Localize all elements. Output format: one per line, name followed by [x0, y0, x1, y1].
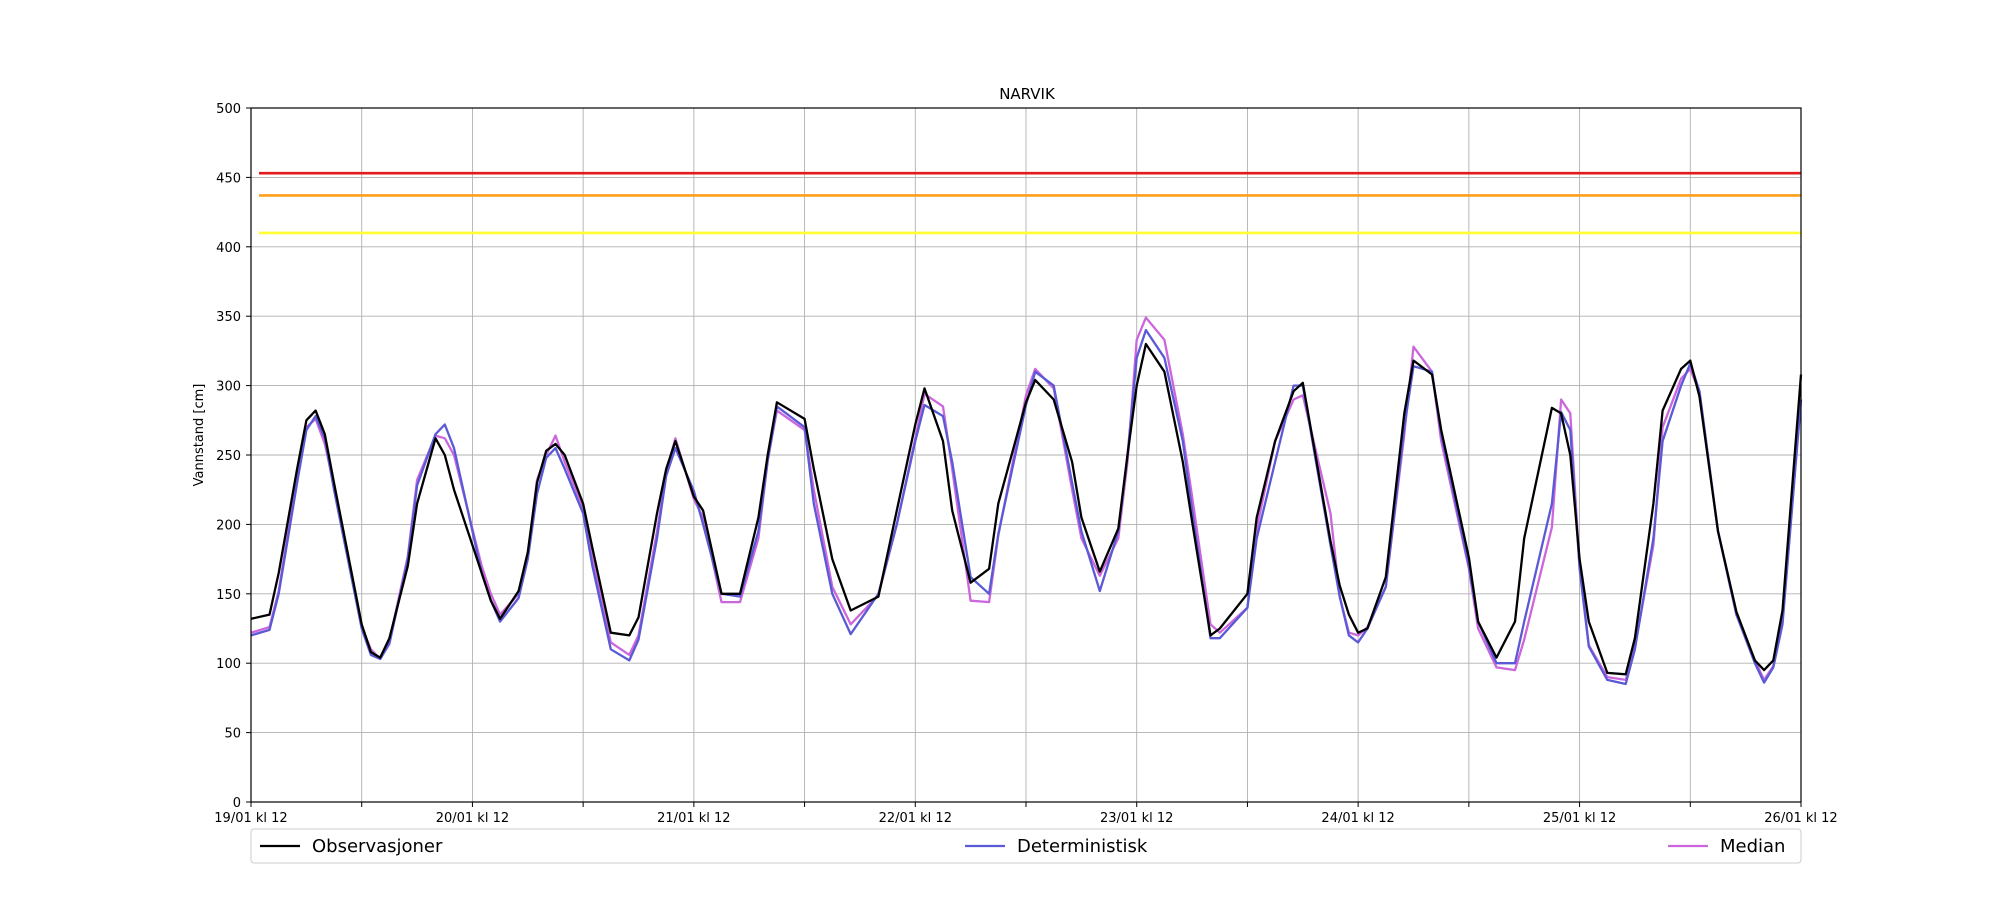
legend-label: Deterministisk	[1017, 836, 1148, 857]
x-tick-label: 26/01 kl 12	[1764, 811, 1837, 826]
legend-label: Observasjoner	[312, 836, 443, 857]
y-tick-label: 350	[216, 310, 241, 325]
x-tick-label: 25/01 kl 12	[1543, 811, 1616, 826]
x-tick-label: 24/01 kl 12	[1321, 811, 1394, 826]
series-line	[250, 342, 1803, 676]
y-tick-label: 100	[216, 657, 241, 672]
series-line	[250, 316, 1803, 682]
series-lines	[250, 316, 1803, 686]
legend-label: Median	[1720, 836, 1785, 857]
x-tick-label: 21/01 kl 12	[657, 811, 730, 826]
y-tick-label: 450	[216, 171, 241, 186]
y-tick-label: 150	[216, 588, 241, 603]
x-tick-label: 22/01 kl 12	[879, 811, 952, 826]
legend: Observasjoner Deterministisk Median	[250, 828, 1802, 864]
y-axis: 0 50 100 150 200 250 300 350 400 450 500	[216, 102, 251, 811]
y-tick-label: 50	[224, 727, 241, 742]
grid-lines	[250, 107, 1802, 803]
y-tick-label: 0	[233, 796, 241, 811]
legend-box	[250, 828, 1802, 864]
y-tick-label: 400	[216, 241, 241, 256]
x-axis: 19/01 kl 12 20/01 kl 12 21/01 kl 12 22/01 k…	[214, 802, 1838, 826]
y-tick-label: 250	[216, 449, 241, 464]
x-tick-label: 20/01 kl 12	[436, 811, 509, 826]
x-tick-label: 19/01 kl 12	[214, 811, 287, 826]
y-axis-label: Vannstand [cm]	[192, 384, 207, 487]
chart-title: NARVIK	[999, 85, 1056, 103]
x-tick-label: 23/01 kl 12	[1100, 811, 1173, 826]
threshold-lines	[259, 171, 1801, 235]
y-tick-label: 200	[216, 518, 241, 533]
y-tick-label: 300	[216, 380, 241, 395]
y-tick-label: 500	[216, 102, 241, 117]
